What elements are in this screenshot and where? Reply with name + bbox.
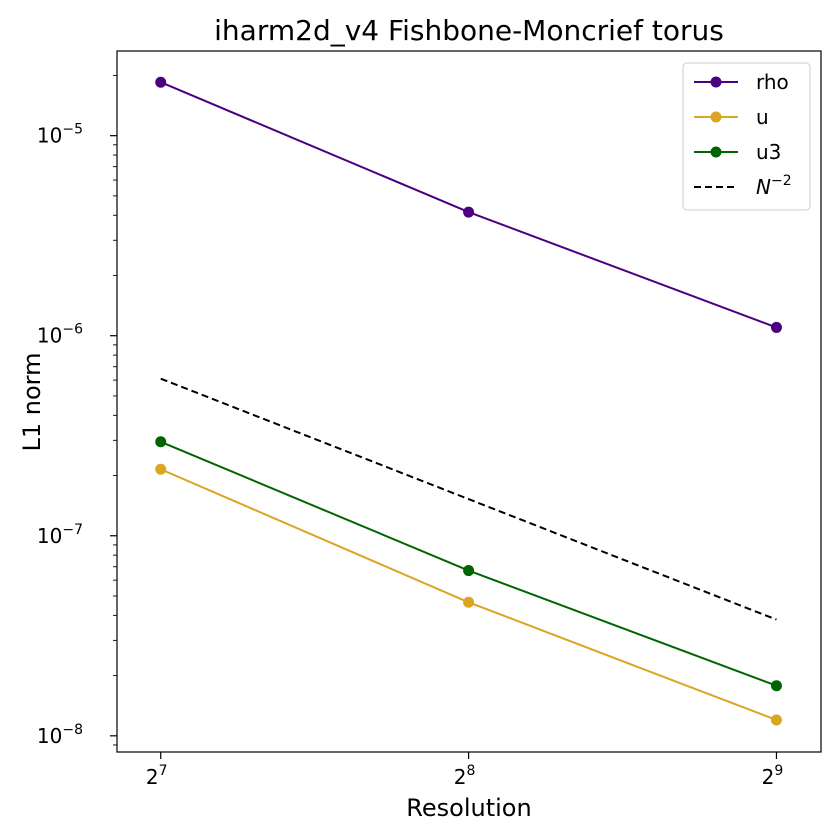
legend-label-reference-exp: −2 — [771, 173, 792, 189]
legend-label-reference-base: N — [756, 175, 771, 199]
legend-label-u3: u3 — [756, 140, 781, 164]
data-point-u3 — [463, 565, 475, 577]
legend-marker-rho — [710, 76, 722, 88]
axis-ticks: 27 28 29 10−5 10−6 10−7 10−8 — [37, 74, 784, 789]
y-tick-label: 10−5 — [37, 122, 83, 148]
x-tick-label: 29 — [762, 763, 784, 789]
x-tick-label: 27 — [146, 763, 168, 789]
data-point-u3 — [770, 680, 782, 692]
y-tick-label: 10−8 — [37, 722, 83, 748]
legend-label-rho: rho — [756, 70, 789, 94]
legend-label-u: u — [756, 105, 769, 129]
legend-box — [682, 62, 811, 211]
data-point-u3 — [155, 436, 167, 448]
data-point-u — [463, 596, 475, 608]
y-axis-label: L1 norm — [18, 353, 46, 452]
data-point-rho — [770, 321, 782, 333]
legend-marker-u — [710, 111, 722, 123]
data-point-rho — [463, 206, 475, 218]
legend-label-reference: N−2 — [756, 173, 792, 199]
data-point-u — [770, 714, 782, 726]
y-tick-label: 10−6 — [37, 322, 83, 348]
chart-title: iharm2d_v4 Fishbone-Moncrief torus — [214, 14, 724, 47]
x-axis-label: Resolution — [406, 794, 531, 822]
data-point-rho — [155, 76, 167, 88]
plot-area — [155, 76, 782, 726]
data-point-u — [155, 463, 167, 475]
y-tick-label: 10−7 — [37, 522, 83, 548]
legend: rho u u3 N−2 — [682, 62, 811, 211]
x-tick-label: 28 — [454, 763, 476, 789]
legend-marker-u3 — [710, 146, 722, 158]
series-line-reference — [160, 377, 777, 621]
